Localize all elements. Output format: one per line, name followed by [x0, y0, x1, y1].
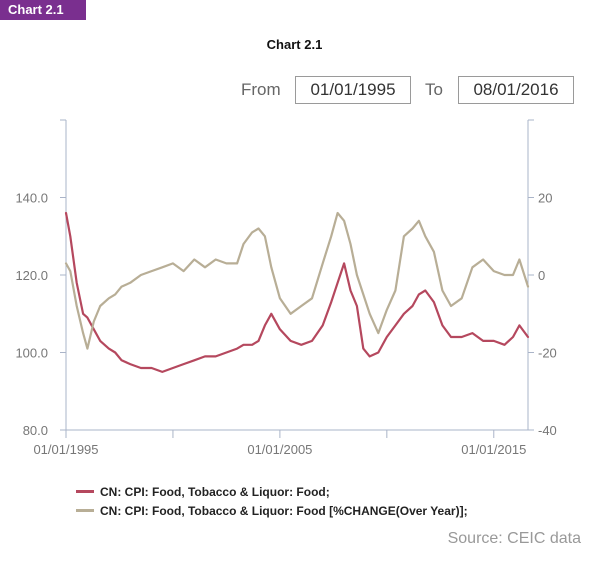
chart-series [64, 211, 530, 373]
x-tick-label: 01/01/1995 [33, 442, 98, 457]
chart-axes: 80.0 100.0 120.0 140.0 -40 -20 0 20 01/01/1995 01… [15, 119, 557, 457]
y-right-tick-label: 0 [538, 268, 545, 283]
y-left-tick-label: 120.0 [15, 268, 48, 283]
from-label: From [241, 80, 281, 99]
legend-label-change: CN: CPI: Food, Tobacco & Liquor: Food [%… [100, 504, 468, 518]
legend-swatch-change [76, 509, 94, 513]
to-date-input[interactable]: 08/01/2016 [458, 76, 574, 104]
to-label: To [425, 80, 443, 99]
y-right-tick-label: -20 [538, 346, 557, 361]
from-date-input[interactable]: 01/01/1995 [295, 76, 411, 104]
y-left-tick-label: 140.0 [15, 191, 48, 206]
series-line-change [64, 211, 530, 350]
x-tick-label: 01/01/2005 [247, 442, 312, 457]
legend-item-index: CN: CPI: Food, Tobacco & Liquor: Food; [76, 485, 330, 499]
y-right-tick-label: -40 [538, 423, 557, 438]
legend-item-change: CN: CPI: Food, Tobacco & Liquor: Food [%… [76, 504, 468, 518]
source-note: Source: CEIC data [447, 530, 581, 547]
y-right-tick-label: 20 [538, 191, 552, 206]
legend-swatch-index [76, 490, 94, 494]
x-tick-label: 01/01/2015 [461, 442, 526, 457]
legend-label-index: CN: CPI: Food, Tobacco & Liquor: Food; [100, 485, 330, 499]
chart-title: Chart 2.1 [266, 37, 323, 52]
series-line-index [64, 211, 530, 373]
y-left-tick-label: 100.0 [15, 346, 48, 361]
chart-badge: Chart 2.1 [0, 0, 86, 20]
y-left-tick-label: 80.0 [23, 423, 48, 438]
